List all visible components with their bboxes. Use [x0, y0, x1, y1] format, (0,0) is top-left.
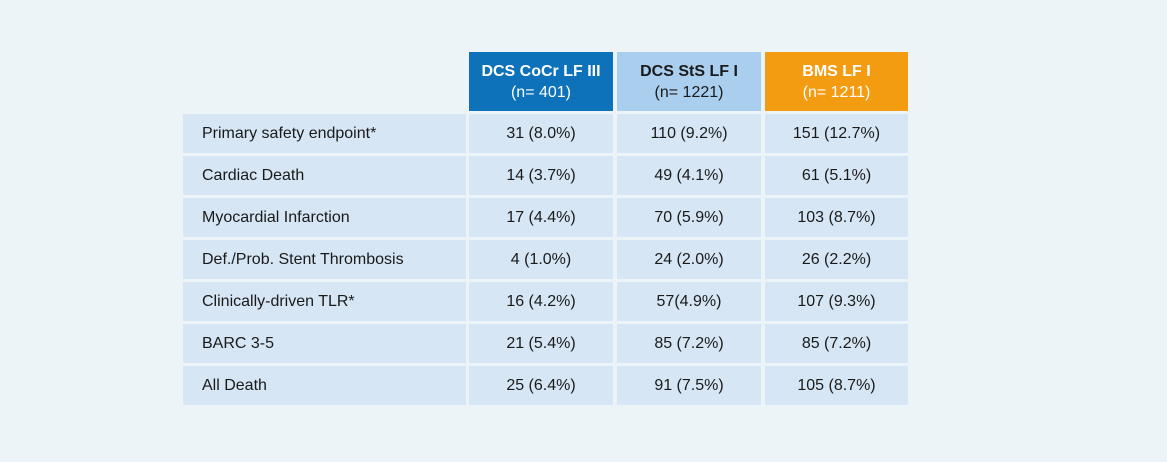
table-cell: 105 (8.7%)	[765, 366, 908, 405]
table-body: Primary safety endpoint* 31 (8.0%) 110 (…	[183, 114, 909, 405]
table-cell: 107 (9.3%)	[765, 282, 908, 321]
table-row: Clinically-driven TLR* 16 (4.2%) 57(4.9%…	[183, 282, 909, 321]
table-cell: 17 (4.4%)	[469, 198, 613, 237]
column-header-name: DCS CoCr LF III	[481, 62, 601, 80]
table-cell: 151 (12.7%)	[765, 114, 908, 153]
row-label: Cardiac Death	[183, 156, 466, 195]
results-table: DCS CoCr LF III (n= 401) DCS StS LF I (n…	[183, 52, 909, 408]
table-cell: 14 (3.7%)	[469, 156, 613, 195]
row-label: BARC 3-5	[183, 324, 466, 363]
column-header-n: (n= 1221)	[654, 83, 724, 101]
table-cell: 85 (7.2%)	[617, 324, 761, 363]
row-label: Def./Prob. Stent Thrombosis	[183, 240, 466, 279]
table-row: All Death 25 (6.4%) 91 (7.5%) 105 (8.7%)	[183, 366, 909, 405]
table-cell: 16 (4.2%)	[469, 282, 613, 321]
row-label: All Death	[183, 366, 466, 405]
table-cell: 103 (8.7%)	[765, 198, 908, 237]
table-cell: 31 (8.0%)	[469, 114, 613, 153]
column-header-name: DCS StS LF I	[640, 62, 738, 80]
table-cell: 49 (4.1%)	[617, 156, 761, 195]
table-row: Def./Prob. Stent Thrombosis 4 (1.0%) 24 …	[183, 240, 909, 279]
table-cell: 57(4.9%)	[617, 282, 761, 321]
column-header-n: (n= 1211)	[802, 83, 871, 101]
table-cell: 4 (1.0%)	[469, 240, 613, 279]
table-cell: 85 (7.2%)	[765, 324, 908, 363]
table-cell: 21 (5.4%)	[469, 324, 613, 363]
table-cell: 91 (7.5%)	[617, 366, 761, 405]
table-row: Myocardial Infarction 17 (4.4%) 70 (5.9%…	[183, 198, 909, 237]
table-row: Primary safety endpoint* 31 (8.0%) 110 (…	[183, 114, 909, 153]
table-cell: 26 (2.2%)	[765, 240, 908, 279]
table-cell: 70 (5.9%)	[617, 198, 761, 237]
column-header-n: (n= 401)	[510, 83, 572, 101]
table-cell: 25 (6.4%)	[469, 366, 613, 405]
table-header-row: DCS CoCr LF III (n= 401) DCS StS LF I (n…	[183, 52, 909, 111]
table-cell: 61 (5.1%)	[765, 156, 908, 195]
header-spacer	[183, 52, 466, 111]
table-row: Cardiac Death 14 (3.7%) 49 (4.1%) 61 (5.…	[183, 156, 909, 195]
row-label: Clinically-driven TLR*	[183, 282, 466, 321]
column-header-dcs-cocr-lf-iii: DCS CoCr LF III (n= 401)	[469, 52, 613, 111]
column-header-dcs-sts-lf-i: DCS StS LF I (n= 1221)	[617, 52, 761, 111]
table-cell: 24 (2.0%)	[617, 240, 761, 279]
row-label: Primary safety endpoint*	[183, 114, 466, 153]
table-row: BARC 3-5 21 (5.4%) 85 (7.2%) 85 (7.2%)	[183, 324, 909, 363]
column-header-bms-lf-i: BMS LF I (n= 1211)	[765, 52, 908, 111]
row-label: Myocardial Infarction	[183, 198, 466, 237]
table-cell: 110 (9.2%)	[617, 114, 761, 153]
column-header-name: BMS LF I	[802, 62, 871, 80]
